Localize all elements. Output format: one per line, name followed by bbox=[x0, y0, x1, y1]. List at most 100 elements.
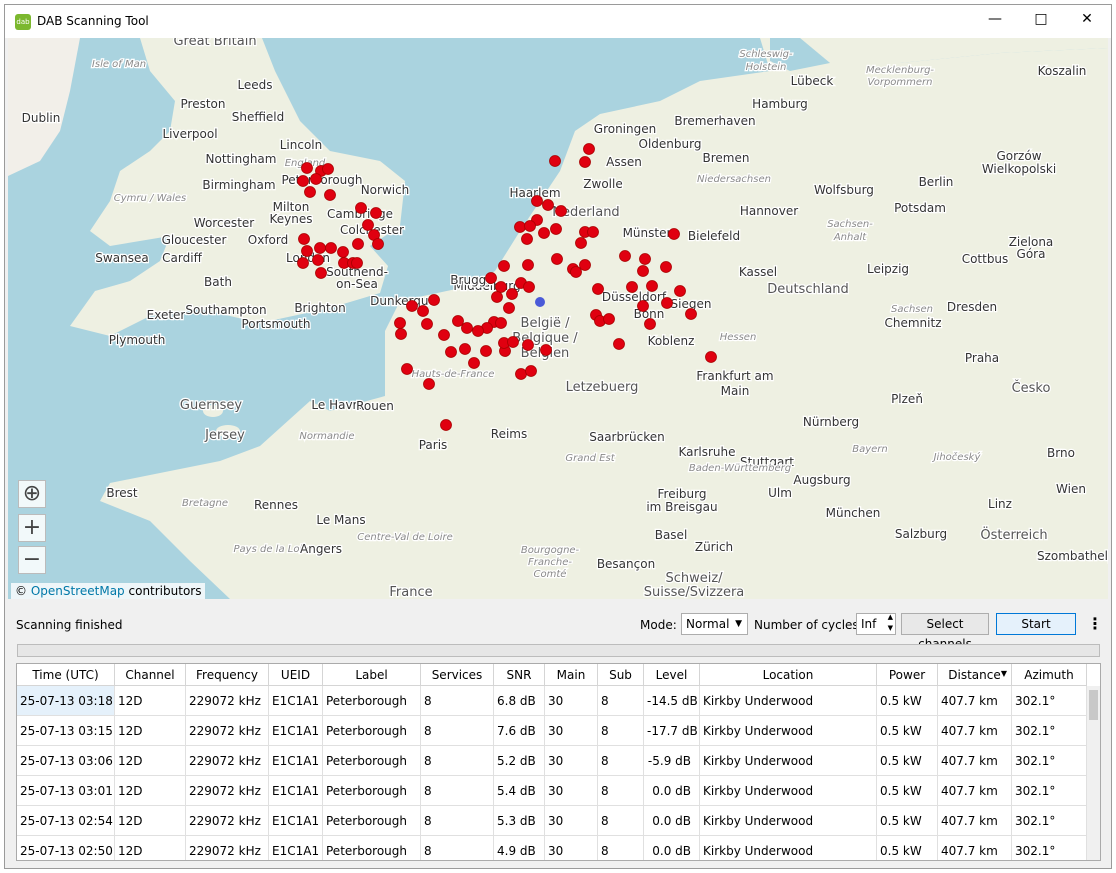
island bbox=[203, 405, 223, 417]
map-label: Bayern bbox=[852, 444, 888, 455]
table-cell: Peterborough bbox=[323, 686, 421, 716]
map-label: Assen bbox=[606, 155, 642, 169]
map-label: Ulm bbox=[768, 486, 792, 500]
transmitter-marker bbox=[549, 155, 561, 167]
column-header[interactable]: Location bbox=[700, 664, 877, 686]
transmitter-marker bbox=[372, 238, 384, 250]
transmitter-marker bbox=[417, 305, 429, 317]
map-label: Brest bbox=[106, 486, 138, 500]
column-header[interactable]: Level bbox=[644, 664, 700, 686]
osm-link[interactable]: OpenStreetMap bbox=[30, 584, 125, 598]
app-window: dab DAB Scanning Tool — □ ✕ Great Britai… bbox=[4, 4, 1112, 869]
select-channels-button[interactable]: Select channels bbox=[901, 613, 989, 651]
transmitter-marker bbox=[461, 322, 473, 334]
map-label: Sachsen bbox=[891, 304, 933, 315]
transmitter-marker bbox=[324, 189, 336, 201]
map-label: on-Sea bbox=[336, 277, 378, 291]
map[interactable]: Great Britain Isle of Man Leeds Preston Shef… bbox=[8, 38, 1108, 599]
table-cell: 5.4 dB bbox=[494, 776, 545, 806]
results-table: Time (UTC) Channel Frequency UEID Label Servi… bbox=[16, 663, 1101, 861]
maximize-button[interactable]: □ bbox=[1034, 11, 1048, 27]
column-header[interactable]: Frequency bbox=[186, 664, 269, 686]
transmitter-marker bbox=[352, 238, 364, 250]
transmitter-marker bbox=[395, 328, 407, 340]
table-cell: -14.5 dB bbox=[644, 686, 700, 716]
transmitter-marker bbox=[325, 242, 337, 254]
table-cell: E1C1A1 bbox=[269, 686, 323, 716]
map-label: Góra bbox=[1017, 247, 1046, 261]
cycles-value: Inf bbox=[861, 617, 877, 631]
map-label: Salzburg bbox=[895, 527, 947, 541]
map-label: Brighton bbox=[294, 301, 345, 315]
transmitter-marker bbox=[583, 143, 595, 155]
map-label: Zürich bbox=[695, 540, 733, 554]
table-cell: 30 bbox=[545, 836, 598, 860]
table-cell: 229072 kHz bbox=[186, 776, 269, 806]
scrollbar[interactable] bbox=[1086, 686, 1100, 860]
map-canvas[interactable]: Great Britain Isle of Man Leeds Preston Shef… bbox=[8, 38, 1108, 599]
map-label: Wielkopolski bbox=[982, 162, 1056, 176]
map-label: Deutschland bbox=[767, 282, 849, 297]
map-label: Zielona bbox=[1009, 235, 1054, 249]
table-cell: 407.7 km bbox=[938, 806, 1012, 836]
table-cell: 12D bbox=[115, 776, 186, 806]
transmitter-marker bbox=[312, 254, 324, 266]
map-label: België / bbox=[521, 316, 571, 331]
mode-select[interactable]: Normal ▼ bbox=[681, 613, 748, 635]
table-cell: 229072 kHz bbox=[186, 806, 269, 836]
table-cell: 8 bbox=[598, 746, 644, 776]
zoom-out-button[interactable]: − bbox=[18, 546, 46, 574]
map-label: Norwich bbox=[361, 183, 410, 197]
transmitter-marker bbox=[472, 325, 484, 337]
table-cell: 12D bbox=[115, 836, 186, 860]
table-cell: -17.7 dB bbox=[644, 716, 700, 746]
map-label: Keynes bbox=[270, 212, 313, 226]
column-header[interactable]: Sub bbox=[598, 664, 644, 686]
map-label: France bbox=[389, 585, 432, 599]
receiver-marker bbox=[535, 297, 545, 307]
column-header[interactable]: UEID bbox=[269, 664, 323, 686]
map-label: Nürnberg bbox=[803, 415, 859, 429]
transmitter-marker bbox=[551, 253, 563, 265]
column-header[interactable]: SNR bbox=[494, 664, 545, 686]
transmitter-marker bbox=[522, 259, 534, 271]
map-label: Portsmouth bbox=[242, 317, 311, 331]
map-label: Gloucester bbox=[162, 233, 227, 247]
table-cell: 8 bbox=[598, 686, 644, 716]
map-label: Linz bbox=[988, 497, 1012, 511]
map-label: Jihočeský bbox=[932, 451, 982, 463]
column-header[interactable]: Time (UTC) bbox=[17, 664, 115, 686]
status-text: Scanning finished bbox=[16, 618, 123, 632]
map-label: Worcester bbox=[194, 216, 254, 230]
table-cell: 12D bbox=[115, 686, 186, 716]
table-cell: 407.7 km bbox=[938, 776, 1012, 806]
zoom-in-button[interactable]: + bbox=[18, 514, 46, 542]
column-header[interactable]: Azimuth bbox=[1012, 664, 1087, 686]
locate-button[interactable]: ⊕ bbox=[18, 480, 46, 508]
app-icon: dab bbox=[15, 14, 31, 30]
map-label: Letzebuerg bbox=[566, 380, 639, 395]
map-label: Hauts-de-France bbox=[412, 369, 495, 380]
transmitter-marker bbox=[639, 253, 651, 265]
window-title: DAB Scanning Tool bbox=[37, 14, 149, 28]
cycles-spinbox[interactable]: Inf ▲ ▼ bbox=[856, 613, 896, 635]
transmitter-marker bbox=[301, 162, 313, 174]
start-button[interactable]: Start bbox=[996, 613, 1076, 635]
column-header[interactable]: Power bbox=[877, 664, 938, 686]
map-label: Szombathely bbox=[1037, 549, 1108, 563]
map-label: Milton bbox=[273, 200, 310, 214]
map-label: Oldenburg bbox=[639, 137, 702, 151]
column-header[interactable]: Distance ▼ bbox=[938, 664, 1012, 686]
map-label: Zwolle bbox=[583, 177, 622, 191]
map-label: Augsburg bbox=[793, 473, 850, 487]
close-button[interactable]: ✕ bbox=[1081, 11, 1093, 27]
table-cell: 5.2 dB bbox=[494, 746, 545, 776]
transmitter-marker bbox=[613, 338, 625, 350]
more-menu[interactable]: ⋮ bbox=[1087, 614, 1103, 633]
column-header[interactable]: Main bbox=[545, 664, 598, 686]
column-header[interactable]: Channel bbox=[115, 664, 186, 686]
column-header[interactable]: Label bbox=[323, 664, 421, 686]
table-cell: 30 bbox=[545, 686, 598, 716]
column-header[interactable]: Services bbox=[421, 664, 494, 686]
minimize-button[interactable]: — bbox=[988, 11, 1002, 27]
